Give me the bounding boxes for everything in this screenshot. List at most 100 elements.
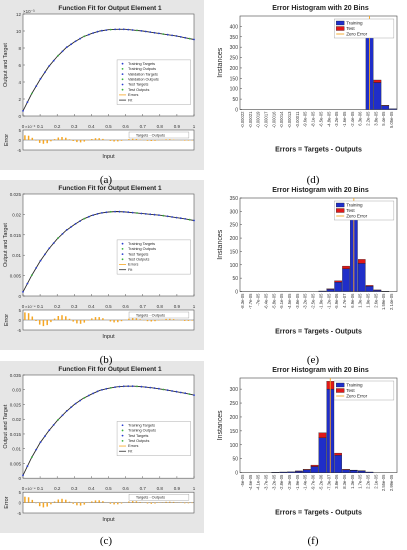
hist-title: Error Histogram with 20 Bins xyxy=(272,5,369,12)
y-tick-label: 150 xyxy=(230,249,239,255)
legend-label: Training Targets xyxy=(128,242,155,246)
data-point xyxy=(109,210,112,213)
x-tick-label: -2.8e-05 xyxy=(279,474,284,490)
hist-xlabel: Errors = Targets - Outputs xyxy=(275,329,362,336)
y-tick-label: 0 xyxy=(18,114,21,119)
y-exponent: ×10⁻³ xyxy=(23,9,35,14)
y-tick-label: 50 xyxy=(232,97,238,103)
legend-label: Validation Targets xyxy=(128,72,158,76)
caption-e: (e) xyxy=(307,354,320,366)
x-tick-label: 0 xyxy=(22,124,25,129)
x-tick-label: -6.5e-05 xyxy=(318,111,323,127)
fit-xlabel: Input xyxy=(102,517,115,523)
data-point xyxy=(122,211,125,213)
data-point xyxy=(175,35,178,37)
data-point xyxy=(30,92,33,95)
x-tick-label: -3.2e-05 xyxy=(334,111,339,127)
x-tick-label: 0.9 xyxy=(174,486,181,491)
x-tick-label: -0.00016 xyxy=(271,111,276,128)
legend-label: Errors xyxy=(128,93,138,97)
data-point xyxy=(79,220,81,223)
y-tick-label: 300 xyxy=(230,387,239,393)
data-point xyxy=(166,215,169,218)
bar-test xyxy=(326,288,335,290)
err-tick-label: 0 xyxy=(19,318,22,323)
legend-label: Fit xyxy=(128,98,133,102)
legend-label: Test xyxy=(346,26,355,31)
legend-label: Training xyxy=(346,21,363,26)
y-tick-label: 250 xyxy=(230,401,239,407)
data-point xyxy=(101,29,103,32)
data-point xyxy=(87,215,90,218)
y-tick-label: 150 xyxy=(230,429,239,435)
y-tick-label: 0.02 xyxy=(12,417,21,422)
x-tick-label: -4.1e-05 xyxy=(256,474,261,490)
data-point xyxy=(48,429,51,432)
x-tick-label: -5e-05 xyxy=(240,474,245,487)
x-tick-label: 0.7 xyxy=(140,304,147,309)
data-point xyxy=(48,65,51,67)
legend-marker xyxy=(121,248,124,250)
y-tick-label: 8 xyxy=(18,46,21,51)
x-tick-label: 2.2e-05 xyxy=(366,474,371,489)
legend-swatch xyxy=(336,202,345,208)
bar-test xyxy=(318,432,327,438)
legend-swatch xyxy=(336,382,345,388)
data-point xyxy=(118,28,121,31)
x-tick-label: 0.6 xyxy=(122,124,129,129)
y-tick-label: 150 xyxy=(230,76,239,82)
x-tick-label: -1.2e-05 xyxy=(326,293,331,309)
data-point xyxy=(114,28,116,31)
data-point xyxy=(140,385,143,388)
x-tick-label: 0.6 xyxy=(122,486,129,491)
fit-title: Function Fit for Output Element 1 xyxy=(58,366,162,373)
bar-training xyxy=(318,290,327,292)
data-point xyxy=(96,30,99,33)
legend-label: Test xyxy=(346,388,355,393)
data-point xyxy=(83,217,86,220)
y-tick-label: 0.015 xyxy=(10,432,22,437)
err-tick-label: 0 xyxy=(19,501,22,506)
y-tick-label: 12 xyxy=(16,12,22,17)
x-exponent: ×10⁻⁴ xyxy=(25,304,36,309)
y-tick-label: 0 xyxy=(235,108,238,114)
legend-marker xyxy=(121,434,124,437)
data-point xyxy=(48,247,51,250)
data-point xyxy=(74,402,77,405)
data-point xyxy=(171,216,174,218)
data-point xyxy=(122,28,125,31)
x-tick-label: 0.2 xyxy=(54,304,61,309)
data-point xyxy=(92,214,95,217)
bar-training xyxy=(381,105,390,110)
x-tick-label: 0 xyxy=(22,486,25,491)
fit-legend-box xyxy=(116,239,191,275)
data-point xyxy=(92,392,95,395)
data-point xyxy=(39,259,42,262)
data-point xyxy=(127,211,130,214)
x-tick-label: -5.1e-05 xyxy=(279,293,284,309)
x-tick-label: 0.8 xyxy=(157,486,164,491)
bar-test xyxy=(365,285,374,287)
x-tick-label: 0.8 xyxy=(157,124,164,129)
legend-label: Training Outputs xyxy=(128,247,156,251)
data-point xyxy=(105,29,108,31)
data-point xyxy=(65,410,68,412)
data-point xyxy=(61,414,64,417)
data-point xyxy=(87,394,90,397)
x-tick-label: 0.9 xyxy=(174,304,181,309)
data-point xyxy=(153,387,156,389)
data-point xyxy=(166,33,169,36)
data-point xyxy=(179,217,182,220)
err-tick-label: 5 xyxy=(19,308,22,313)
data-point xyxy=(131,29,134,31)
bar-test xyxy=(357,259,366,264)
data-point xyxy=(162,214,165,217)
x-tick-label: 2.1e-05 xyxy=(373,474,378,489)
error-ylabel: Error xyxy=(4,314,10,326)
data-point xyxy=(96,213,99,215)
x-tick-label: -3.2e-05 xyxy=(271,474,276,490)
hist-title: Error Histogram with 20 Bins xyxy=(272,367,369,374)
x-tick-label: 0.6 xyxy=(122,304,129,309)
x-tick-label: 0.5 xyxy=(105,124,112,129)
data-point xyxy=(179,36,182,38)
